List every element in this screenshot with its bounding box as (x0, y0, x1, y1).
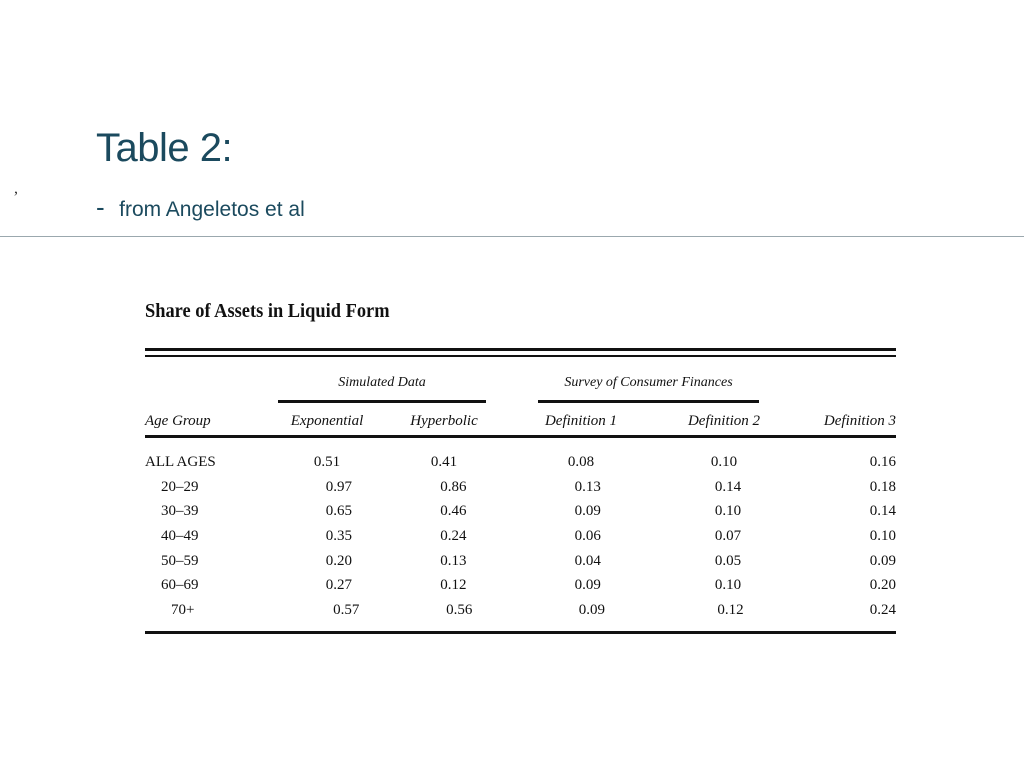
cell: 0.56 (446, 601, 473, 618)
cell: 0.51 (313, 453, 341, 470)
column-header: Exponential (290, 412, 364, 429)
cell: 0.35 (325, 527, 352, 544)
column-header: Age Group (145, 412, 211, 429)
cell: 0.13 (574, 478, 601, 495)
cell: 0.09 (578, 601, 606, 618)
cell: 0.06 (574, 527, 601, 544)
cell-age-group: 20–29 (161, 478, 199, 495)
cell: 0.14 (869, 503, 897, 520)
table-row: 70+ 0.57 0.56 0.09 0.12 0.24 (145, 598, 896, 623)
table-bottom-rule (145, 630, 896, 634)
cell: 0.20 (869, 577, 897, 594)
data-table: Share of Assets in Liquid Form Simulated… (145, 300, 896, 634)
cell: 0.18 (869, 478, 897, 495)
table-body: ALL AGES 0.51 0.41 0.08 0.10 0.16 20–29 … (145, 438, 896, 623)
group-header-scf: Survey of Consumer Finances (538, 375, 759, 403)
cell: 0.10 (714, 503, 742, 520)
column-header: Definition 2 (687, 412, 761, 429)
cell: 0.12 (440, 577, 467, 594)
subtitle-dash: - (96, 192, 105, 222)
cell: 0.14 (714, 478, 742, 495)
side-mark: , (14, 180, 18, 197)
cell: 0.09 (574, 503, 601, 520)
cell: 0.24 (440, 527, 467, 544)
slide-title: Table 2: (96, 126, 233, 170)
cell: 0.86 (440, 478, 467, 495)
cell: 0.46 (440, 503, 467, 520)
cell: 0.20 (325, 552, 352, 569)
cell-age-group: 60–69 (161, 577, 199, 594)
table-row: ALL AGES 0.51 0.41 0.08 0.10 0.16 (145, 450, 896, 475)
cell-age-group: 50–59 (161, 552, 199, 569)
cell: 0.09 (574, 577, 601, 594)
column-header: Definition 1 (544, 412, 618, 429)
subtitle-text: from Angeletos et al (119, 198, 305, 221)
cell-age-group: 40–49 (161, 527, 199, 544)
cell: 0.13 (440, 552, 467, 569)
cell: 0.41 (430, 453, 458, 470)
cell-age-group: ALL AGES (145, 453, 216, 470)
cell-age-group: 70+ (171, 601, 195, 618)
cell: 0.27 (325, 577, 352, 594)
cell: 0.04 (574, 552, 601, 569)
column-header: Definition 3 (823, 412, 896, 429)
cell: 0.10 (869, 527, 897, 544)
cell: 0.57 (333, 601, 360, 618)
table-row: 20–29 0.97 0.86 0.13 0.14 0.18 (145, 475, 896, 500)
header-divider (0, 236, 1024, 237)
cell: 0.16 (869, 453, 896, 470)
cell: 0.09 (869, 552, 897, 569)
cell: 0.12 (717, 601, 744, 618)
group-header-simulated: Simulated Data (278, 375, 486, 403)
table-row: 30–39 0.65 0.46 0.09 0.10 0.14 (145, 499, 896, 524)
cell: 0.07 (714, 527, 742, 544)
cell: 0.08 (567, 453, 595, 470)
column-header: Hyperbolic (410, 412, 478, 429)
cell: 0.05 (714, 552, 742, 569)
cell: 0.24 (869, 601, 896, 618)
table-title: Share of Assets in Liquid Form (145, 300, 390, 322)
cell: 0.97 (325, 478, 352, 495)
column-header-row: Age Group Exponential Hyperbolic Definit… (145, 407, 896, 435)
table-row: 40–49 0.35 0.24 0.06 0.07 0.10 (145, 524, 896, 549)
table-row: 60–69 0.27 0.12 0.09 0.10 0.20 (145, 573, 896, 598)
table-row: 50–59 0.20 0.13 0.04 0.05 0.09 (145, 549, 896, 574)
header-rule (145, 435, 896, 438)
slide-subtitle: - from Angeletos et al (96, 192, 305, 223)
cell: 0.10 (714, 577, 742, 594)
cell-age-group: 30–39 (161, 503, 199, 520)
cell: 0.10 (710, 453, 738, 470)
group-header-row: Simulated Data Survey of Consumer Financ… (145, 357, 896, 407)
cell: 0.65 (325, 503, 352, 520)
table-top-rule (145, 348, 896, 357)
